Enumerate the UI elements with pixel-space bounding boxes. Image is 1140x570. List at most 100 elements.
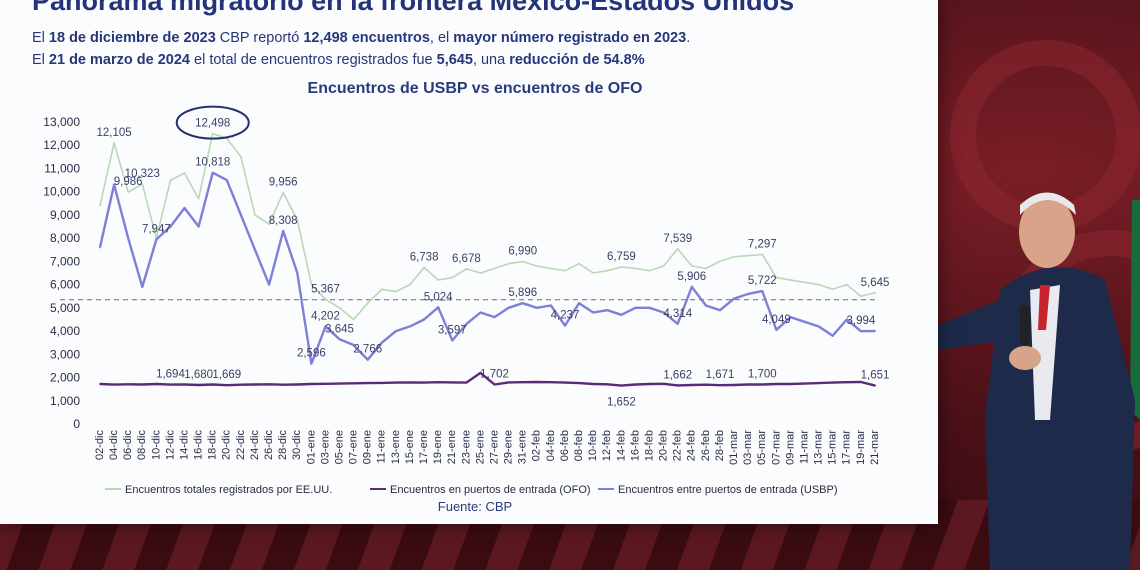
data-label: 5,896	[508, 287, 537, 299]
data-point	[831, 288, 834, 291]
data-point	[211, 383, 214, 386]
data-point	[648, 306, 651, 309]
x-tick-label: 12-dic	[164, 430, 176, 460]
x-tick-label: 05-ene	[333, 430, 345, 464]
data-point	[437, 306, 440, 309]
data-label: 5,906	[677, 271, 706, 283]
data-point	[211, 171, 214, 174]
data-point	[240, 383, 242, 386]
data-point	[578, 302, 580, 305]
x-tick-label: 25-ene	[474, 430, 486, 464]
data-label: 1,669	[212, 369, 241, 381]
data-point	[874, 384, 876, 387]
x-tick-label: 23-ene	[460, 430, 472, 464]
data-point	[99, 246, 101, 249]
legend-label: Encuentros en puertos de entrada (OFO)	[390, 484, 591, 496]
data-label: 1,700	[748, 369, 777, 381]
data-point	[225, 179, 228, 181]
data-label: 4,049	[762, 314, 791, 326]
x-tick-label: 16-dic	[193, 430, 205, 460]
data-point	[141, 183, 144, 186]
data-point	[437, 279, 440, 281]
data-point	[113, 383, 115, 386]
data-point	[705, 304, 707, 307]
data-point	[550, 304, 552, 307]
data-point	[493, 383, 496, 386]
y-tick-label: 3,000	[50, 347, 80, 361]
data-point	[423, 266, 425, 269]
data-point	[197, 197, 200, 200]
data-point	[733, 384, 735, 386]
summary-line-1: El 18 de diciembre de 2023 CBP reportó 1…	[32, 30, 690, 46]
presentation-screen: Panorama migratorio en la frontera Méxic…	[0, 0, 938, 524]
data-point	[789, 316, 792, 319]
data-point	[268, 223, 270, 226]
chart-title: Encuentros de USBP vs encuentros de OFO	[307, 80, 643, 97]
data-label: 1,652	[607, 397, 636, 409]
summary-highlight: reducción de 54.8%	[509, 52, 645, 68]
x-tick-label: 18-dic	[207, 430, 219, 460]
x-tick-label: 26-feb	[700, 430, 712, 461]
x-tick-label: 14-dic	[178, 430, 190, 460]
data-point	[409, 283, 411, 286]
series-line-3	[98, 171, 876, 365]
data-point	[578, 382, 580, 385]
legend-label: Encuentros entre puertos de entrada (USB…	[618, 484, 838, 496]
data-point	[775, 329, 778, 331]
x-tick-label: 17-mar	[841, 430, 853, 465]
data-point	[254, 214, 256, 216]
data-point	[521, 381, 524, 384]
x-tick-label: 06-dic	[122, 430, 134, 460]
data-label: 3,645	[325, 323, 354, 335]
data-point	[338, 306, 341, 309]
x-tick-label: 17-ene	[418, 430, 430, 464]
data-point	[155, 383, 158, 385]
data-label: 5,722	[748, 275, 777, 287]
data-point	[803, 281, 806, 284]
data-point	[676, 384, 679, 387]
data-label: 6,759	[607, 251, 636, 263]
data-point	[775, 383, 778, 385]
data-point	[155, 238, 158, 241]
data-point	[240, 214, 242, 216]
summary-text: El	[32, 30, 49, 46]
data-point	[860, 295, 862, 298]
x-tick-label: 26-dic	[263, 430, 275, 460]
data-point	[465, 267, 468, 270]
data-point	[761, 253, 764, 256]
data-point	[366, 382, 369, 385]
data-point	[550, 267, 552, 270]
data-point	[747, 254, 750, 257]
data-point	[564, 381, 566, 384]
data-point	[352, 344, 355, 346]
data-point	[183, 383, 186, 386]
data-point	[761, 290, 764, 292]
y-tick-label: 4,000	[50, 324, 80, 338]
x-tick-label: 04-feb	[545, 430, 557, 461]
data-label: 6,990	[508, 246, 537, 258]
x-tick-label: 28-dic	[277, 430, 289, 460]
summary-highlight: 18 de diciembre de 2023	[48, 30, 216, 46]
y-tick-label: 10,000	[43, 185, 80, 199]
data-point	[803, 382, 806, 385]
x-tick-label: 21-mar	[869, 430, 881, 465]
summary-highlight: 21 de marzo de 2024	[48, 52, 190, 68]
data-point	[254, 248, 256, 251]
data-point	[521, 302, 524, 305]
x-tick-label: 22-dic	[235, 430, 247, 460]
x-tick-label: 24-feb	[686, 430, 698, 461]
data-label: 3,994	[847, 315, 876, 327]
x-tick-label: 09-mar	[784, 430, 796, 465]
data-label: 9,956	[269, 177, 298, 189]
data-point	[789, 383, 792, 385]
data-point	[338, 338, 341, 341]
data-point	[719, 260, 721, 263]
data-label: 2,596	[297, 348, 326, 360]
data-point	[831, 381, 834, 384]
data-point	[169, 225, 172, 228]
data-point	[817, 325, 820, 328]
data-point	[254, 383, 256, 386]
x-tick-label: 19-ene	[432, 430, 444, 464]
data-label: 1,680	[184, 369, 213, 381]
data-label: 2,766	[353, 344, 382, 356]
